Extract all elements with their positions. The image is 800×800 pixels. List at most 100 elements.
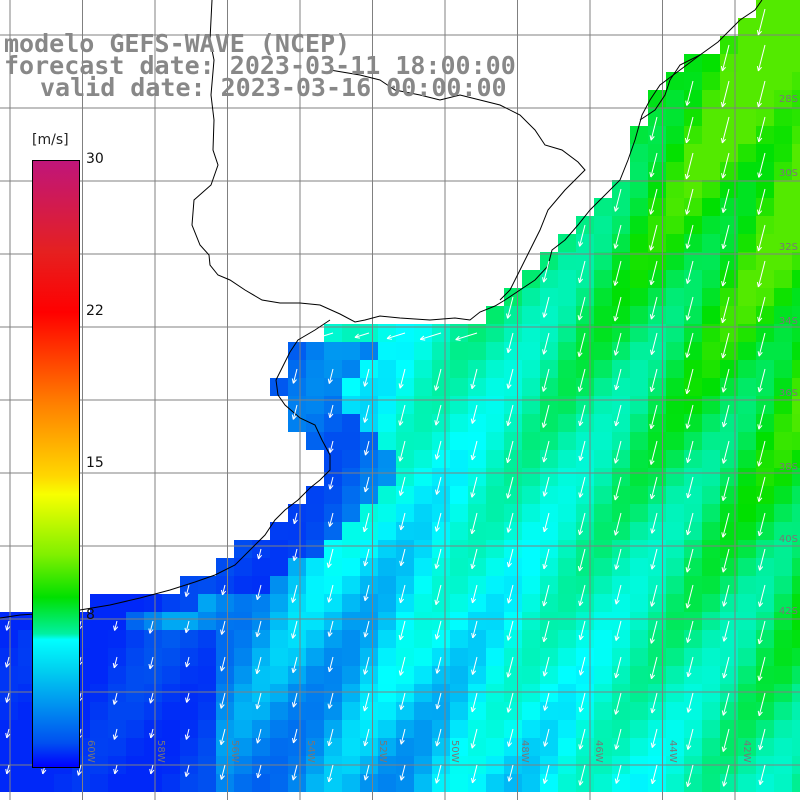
wind-speed-cell xyxy=(792,270,800,288)
wind-speed-cell xyxy=(702,396,720,414)
wind-arrow xyxy=(76,764,82,776)
wind-speed-cell xyxy=(666,612,684,630)
wind-arrow xyxy=(292,512,298,525)
wind-speed-cell xyxy=(540,306,558,324)
wind-speed-cell xyxy=(432,774,450,792)
wind-speed-cell xyxy=(612,774,630,792)
wind-speed-cell xyxy=(486,414,504,432)
wind-speed-cell xyxy=(558,432,576,450)
wind-speed-cell xyxy=(792,414,800,432)
wind-arrow xyxy=(649,476,658,500)
wind-speed-cell xyxy=(522,378,540,396)
wind-speed-cell xyxy=(522,684,540,702)
wind-speed-cell xyxy=(414,738,432,756)
wind-speed-cell xyxy=(666,702,684,720)
wind-speed-cell xyxy=(702,540,720,558)
wind-speed-cell xyxy=(450,720,468,738)
wind-speed-cell xyxy=(684,234,702,252)
wind-speed-cell xyxy=(414,504,432,522)
wind-speed-cell xyxy=(216,558,234,576)
wind-speed-cell xyxy=(558,468,576,486)
wind-speed-cell xyxy=(90,702,108,720)
wind-speed-cell xyxy=(738,180,756,198)
wind-speed-cell xyxy=(270,702,288,720)
wind-speed-cell xyxy=(774,18,792,36)
wind-speed-cell xyxy=(702,414,720,432)
wind-speed-cell xyxy=(162,648,180,666)
wind-speed-cell xyxy=(702,342,720,360)
wind-speed-cell xyxy=(468,558,486,576)
wind-speed-cell xyxy=(522,666,540,684)
wind-speed-cell xyxy=(378,342,396,360)
wind-speed-cell xyxy=(432,414,450,432)
wind-speed-cell xyxy=(558,396,576,414)
wind-speed-cell xyxy=(648,270,666,288)
wind-arrow xyxy=(363,728,370,747)
wind-arrow xyxy=(255,584,262,601)
wind-speed-cell xyxy=(702,144,720,162)
wind-arrow xyxy=(650,512,658,534)
wind-arrow xyxy=(506,620,514,641)
wind-speed-cell xyxy=(522,360,540,378)
wind-arrow xyxy=(649,368,658,393)
wind-speed-cell xyxy=(162,594,180,612)
wind-arrow xyxy=(685,548,694,573)
wind-speed-cell xyxy=(216,594,234,612)
wind-arrow xyxy=(219,692,226,709)
wind-arrow xyxy=(506,332,514,354)
wind-speed-cell xyxy=(504,558,522,576)
wind-speed-cell xyxy=(378,468,396,486)
wind-speed-cell xyxy=(540,702,558,720)
wind-speed-cell xyxy=(630,648,648,666)
wind-speed-cell xyxy=(486,432,504,450)
wind-speed-cell xyxy=(720,90,738,108)
wind-arrow xyxy=(219,764,226,780)
wind-speed-cell xyxy=(486,612,504,630)
wind-speed-cell xyxy=(504,522,522,540)
wind-arrow xyxy=(578,692,586,713)
wind-speed-cell xyxy=(378,558,396,576)
wind-speed-cell xyxy=(576,342,594,360)
wind-speed-cell xyxy=(324,666,342,684)
wind-speed-cell xyxy=(756,558,774,576)
wind-speed-cell xyxy=(144,594,162,612)
wind-speed-cell xyxy=(0,630,18,648)
wind-speed-cell xyxy=(486,378,504,396)
wind-speed-cell xyxy=(630,504,648,522)
wind-arrow xyxy=(685,764,694,787)
wind-speed-cell xyxy=(486,576,504,594)
wind-speed-cell xyxy=(486,522,504,540)
wind-arrow xyxy=(256,548,263,560)
wind-arrow xyxy=(649,656,658,680)
wind-arrow xyxy=(291,764,298,781)
wind-speed-cell xyxy=(666,270,684,288)
wind-speed-cell xyxy=(414,540,432,558)
wind-arrow xyxy=(649,260,658,286)
wind-speed-cell xyxy=(648,450,666,468)
wind-speed-cell xyxy=(630,234,648,252)
wind-arrow xyxy=(398,404,406,426)
wind-arrow xyxy=(219,656,226,672)
wind-arrow xyxy=(4,656,10,668)
wind-speed-cell xyxy=(558,234,576,252)
wind-arrow xyxy=(434,584,442,606)
wind-speed-cell xyxy=(342,738,360,756)
wind-speed-cell xyxy=(792,342,800,360)
wind-speed-cell xyxy=(378,486,396,504)
wind-speed-cell xyxy=(666,666,684,684)
wind-speed-cell xyxy=(342,558,360,576)
wind-speed-cell xyxy=(666,198,684,216)
wind-arrow xyxy=(649,332,658,355)
wind-speed-cell xyxy=(702,648,720,666)
wind-speed-cell xyxy=(324,702,342,720)
wind-speed-cell xyxy=(486,306,504,324)
wind-speed-cell xyxy=(738,324,756,342)
wind-speed-cell xyxy=(306,522,324,540)
wind-speed-cell xyxy=(702,612,720,630)
wind-arrow xyxy=(650,764,658,785)
wind-arrow xyxy=(577,332,586,357)
wind-arrow xyxy=(685,260,694,284)
wind-speed-cell xyxy=(630,180,648,198)
wind-speed-cell xyxy=(756,54,774,72)
wind-speed-cell xyxy=(72,774,90,792)
